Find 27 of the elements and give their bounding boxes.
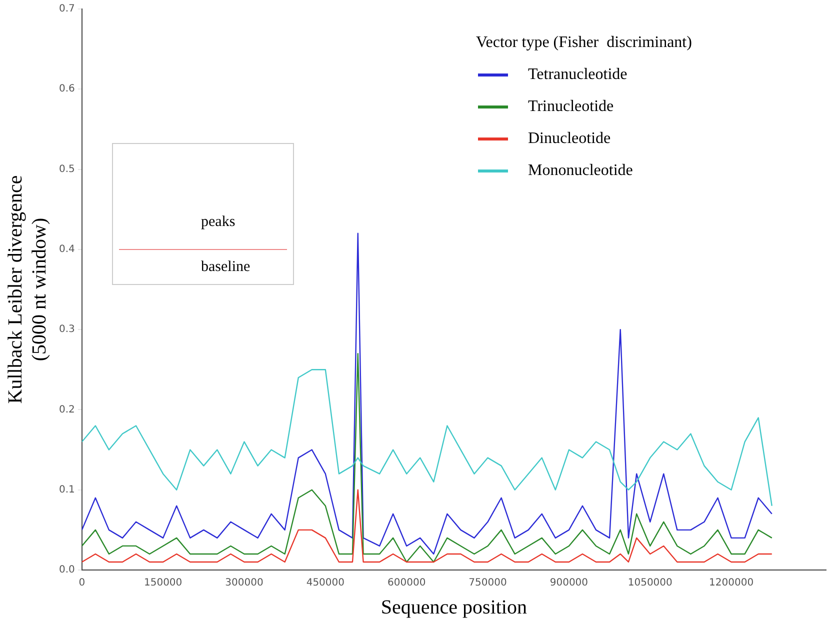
x-tick-label: 0 — [78, 578, 86, 589]
annotation: baseline — [201, 259, 250, 276]
y-tick-label: 0.6 — [58, 84, 75, 95]
x-tick-label: 900000 — [550, 578, 588, 589]
y-axis-title: Kullback Leibler divergence (5000 nt window) — [4, 175, 50, 404]
y-tick-label: 0.1 — [58, 484, 75, 496]
x-tick-label: 450000 — [306, 578, 345, 589]
x-tick-label: 750000 — [468, 578, 507, 589]
legend-title: Vector type (Fisher discriminant) — [476, 34, 692, 52]
x-axis-title: Sequence position — [380, 596, 527, 618]
legend-label: Trinucleotide — [528, 98, 614, 116]
y-tick-label: 0.2 — [58, 404, 75, 416]
x-tick-label: 150000 — [144, 578, 182, 589]
x-tick-label: 1200000 — [709, 578, 754, 589]
legend-label: Mononucleotide — [528, 162, 633, 180]
y-tick-label: 0.0 — [58, 564, 75, 576]
y-tick-label: 0.7 — [58, 4, 75, 15]
y-tick-label: 0.3 — [58, 324, 75, 336]
inset-plot-picture: peaks baseline — [112, 143, 294, 285]
y-tick-label: 0.5 — [58, 164, 75, 175]
y-tick-label: 0.4 — [58, 244, 75, 256]
legend-label: Dinucleotide — [528, 130, 611, 148]
x-tick-label: 600000 — [388, 578, 426, 589]
x-tick-label: 1050000 — [628, 578, 672, 589]
x-tick-label: 300000 — [225, 578, 264, 589]
annotation: peaks — [201, 214, 236, 231]
legend-label: Tetranucleotide — [528, 66, 628, 84]
